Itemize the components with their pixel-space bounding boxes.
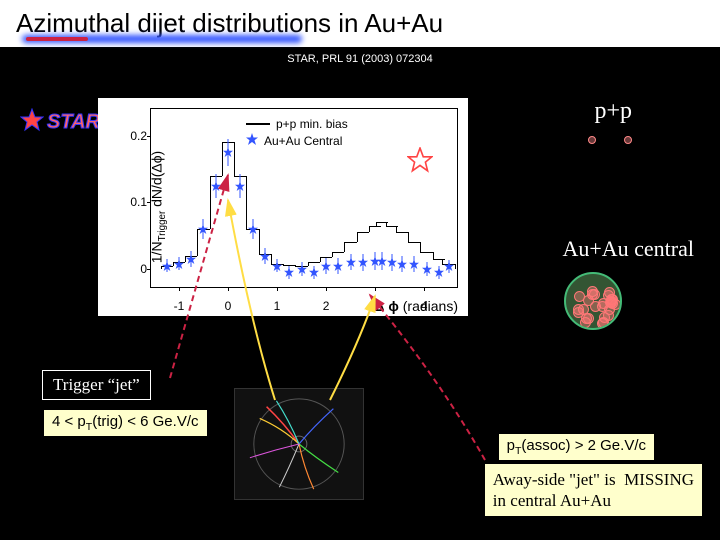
legend-auau-label: Au+Au Central xyxy=(264,134,342,148)
auau-annotation: Au+Au central xyxy=(562,236,694,262)
auau-point xyxy=(422,264,432,274)
auau-point xyxy=(444,261,454,271)
title-underline xyxy=(22,35,302,43)
auau-diagram xyxy=(564,272,622,330)
auau-point xyxy=(272,261,282,271)
auau-point xyxy=(186,254,196,264)
chart-x-label: Δ ϕ (radians) xyxy=(374,298,458,314)
legend-line-icon xyxy=(246,123,270,125)
auau-point xyxy=(377,256,387,266)
away-side-box: Away-side "jet" is MISSINGin central Au+… xyxy=(485,464,702,517)
dijet-chart: 1/NTrigger dN/d(Δϕ) p+p min. bias Au+Au … xyxy=(98,98,468,316)
star-icon xyxy=(20,108,44,137)
ytick: 0.1 xyxy=(121,195,147,209)
auau-point xyxy=(434,267,444,277)
auau-point xyxy=(284,267,294,277)
auau-point xyxy=(358,257,368,267)
chart-plot-area: p+p min. bias Au+Au Central 00.10.2-1012… xyxy=(150,108,458,288)
trigger-cut-box: 4 < pT(trig) < 6 Ge.V/c xyxy=(44,410,207,436)
citation-text: STAR, PRL 91 (2003) 072304 xyxy=(0,53,720,65)
ytick: 0 xyxy=(121,262,147,276)
auau-point xyxy=(174,259,184,269)
auau-point xyxy=(397,259,407,269)
auau-point xyxy=(321,261,331,271)
pp-annotation: p+p xyxy=(594,98,632,125)
auau-point xyxy=(297,264,307,274)
trigger-jet-label: Trigger “jet” xyxy=(42,370,151,400)
auau-point xyxy=(211,181,221,191)
xtick: -1 xyxy=(174,299,185,313)
legend-star-icon xyxy=(246,133,258,148)
ytick: 0.2 xyxy=(121,129,147,143)
title-bar: Azimuthal dijet distributions in Au+Au xyxy=(0,0,720,47)
auau-point xyxy=(235,181,245,191)
auau-point xyxy=(248,224,258,234)
star-logo: STAR xyxy=(20,108,100,137)
auau-point xyxy=(309,267,319,277)
legend-pp-label: p+p min. bias xyxy=(276,117,348,131)
auau-point xyxy=(409,259,419,269)
chart-legend: p+p min. bias Au+Au Central xyxy=(246,117,348,150)
auau-point xyxy=(387,257,397,267)
auau-point xyxy=(346,257,356,267)
star-logo-text: STAR xyxy=(47,111,100,134)
auau-point xyxy=(260,251,270,261)
xtick: 2 xyxy=(323,299,330,313)
auau-point xyxy=(198,224,208,234)
star-badge-icon xyxy=(407,147,433,178)
event-display xyxy=(234,388,364,500)
xtick: 0 xyxy=(225,299,232,313)
auau-point xyxy=(162,261,172,271)
auau-point xyxy=(333,261,343,271)
assoc-cut-box: pT(assoc) > 2 Ge.V/c xyxy=(499,434,654,460)
xtick: 1 xyxy=(274,299,281,313)
auau-point xyxy=(223,147,233,157)
pp-diagram xyxy=(588,136,632,144)
